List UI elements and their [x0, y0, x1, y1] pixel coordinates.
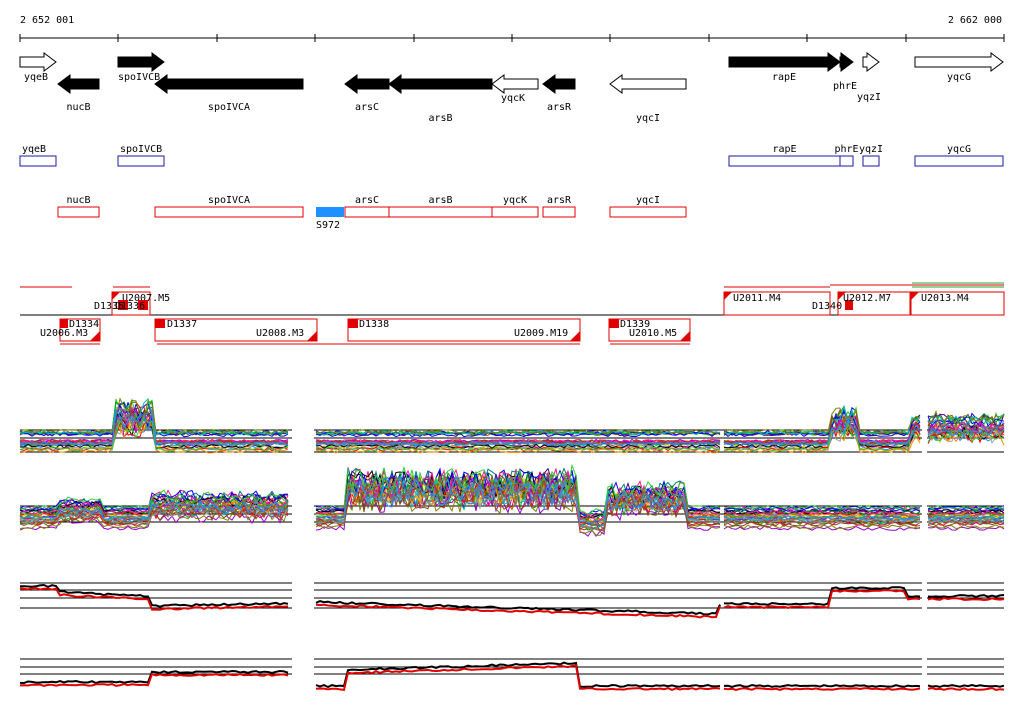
feature-d1340[interactable]: D1340 — [812, 300, 853, 312]
ruler-ticks — [19, 34, 1005, 42]
red-annotation-yqck[interactable]: yqcK — [491, 195, 539, 218]
svg-text:yqcK: yqcK — [501, 93, 525, 104]
gene-rape[interactable]: rapE — [728, 52, 841, 83]
blue-annotation-yqzi[interactable]: yqzI — [859, 144, 883, 167]
blue-annotation-phre[interactable]: phrE — [834, 144, 859, 167]
svg-text:yqcG: yqcG — [947, 72, 971, 83]
svg-text:U2013.M4: U2013.M4 — [921, 293, 969, 304]
blue-annotation-yqcg[interactable]: yqcG — [914, 144, 1004, 167]
red-annotation-spoivca[interactable]: spoIVCA — [154, 195, 304, 218]
gene-arsr[interactable]: arsR — [542, 74, 576, 113]
svg-text:arsC: arsC — [355, 102, 379, 113]
svg-text:yqeB: yqeB — [24, 72, 48, 83]
coord-end-label: 2 662 000 — [948, 15, 1002, 26]
svg-text:arsB: arsB — [428, 113, 452, 124]
red-annotation-arsc[interactable]: arsC — [344, 195, 390, 218]
segment-s972[interactable]: S972 — [316, 207, 344, 231]
feature-u2013[interactable]: U2013.M4 — [910, 291, 1005, 316]
svg-text:spoIVCB: spoIVCB — [118, 72, 160, 83]
svg-text:U2008.M3: U2008.M3 — [256, 328, 304, 339]
svg-text:rapE: rapE — [772, 144, 796, 155]
genes-track: yqeB nucB spoIVCB spoIVCA arsC arsB yqcK arsR yq… — [19, 52, 1004, 124]
feature-u2006-label[interactable]: U2006.M3 — [40, 328, 88, 339]
svg-text:phrE: phrE — [834, 144, 858, 155]
feature-d1334[interactable]: D1334 — [59, 318, 101, 342]
svg-text:spoIVCB: spoIVCB — [120, 144, 162, 155]
svg-text:phrE: phrE — [833, 81, 857, 92]
svg-text:arsC: arsC — [355, 195, 379, 206]
gene-spoivca[interactable]: spoIVCA — [154, 74, 304, 113]
feature-d1335[interactable]: D1335 — [94, 300, 128, 312]
gene-nucb[interactable]: nucB — [57, 74, 100, 113]
svg-text:arsB: arsB — [428, 195, 452, 206]
features-track: U2007.M5 D1335 D1336 U2011.M4 D1340 U201… — [20, 282, 1005, 345]
svg-text:yqeB: yqeB — [22, 144, 46, 155]
red-annotation-yqci[interactable]: yqcI — [609, 195, 687, 218]
svg-text:yqzI: yqzI — [859, 144, 883, 155]
svg-text:U2012.M7: U2012.M7 — [843, 293, 891, 304]
svg-text:arsR: arsR — [547, 102, 572, 113]
feature-d1336[interactable]: D1336 — [115, 300, 148, 312]
blue-annotation-yqeb[interactable]: yqeB — [19, 144, 57, 167]
feature-u2011[interactable]: U2011.M4 — [723, 291, 831, 316]
svg-text:rapE: rapE — [772, 72, 796, 83]
gene-yqck[interactable]: yqcK — [491, 74, 539, 104]
blue-annotation-spoivcb[interactable]: spoIVCB — [117, 144, 165, 167]
feature-d1337[interactable]: D1337 U2008.M3 — [154, 318, 318, 342]
coord-start-label: 2 652 001 — [20, 15, 74, 26]
feature-d1339[interactable]: D1339 U2010.M5 — [608, 318, 691, 342]
feature-d1338[interactable]: D1338 U2009.M19 — [347, 318, 581, 342]
svg-text:U2007.M5: U2007.M5 — [122, 293, 170, 304]
coordinate-ruler: 2 652 001 2 662 000 — [19, 15, 1005, 42]
gene-yqeb[interactable]: yqeB — [19, 52, 57, 83]
red-annotation-nucb[interactable]: nucB — [57, 195, 100, 218]
svg-text:nucB: nucB — [66, 195, 90, 206]
svg-text:D1337: D1337 — [167, 319, 197, 330]
gene-spoivcb[interactable]: spoIVCB — [117, 52, 165, 83]
blue-annotation-rape[interactable]: rapE — [728, 144, 841, 167]
svg-text:nucB: nucB — [66, 102, 90, 113]
svg-text:D1338: D1338 — [359, 319, 389, 330]
gene-arsc[interactable]: arsC — [344, 74, 390, 113]
gene-yqci[interactable]: yqcI — [609, 74, 687, 124]
svg-text:D1334: D1334 — [69, 319, 99, 330]
svg-text:yqcI: yqcI — [636, 195, 660, 206]
gene-arsb[interactable]: arsB — [388, 74, 493, 124]
segment-label: S972 — [316, 220, 340, 231]
feature-u2007[interactable]: U2007.M5 — [111, 291, 170, 316]
svg-text:spoIVCA: spoIVCA — [208, 195, 250, 206]
gene-phre[interactable]: phrE — [833, 52, 857, 92]
svg-text:D1340: D1340 — [812, 301, 842, 312]
gene-yqzi[interactable]: yqzI — [857, 52, 881, 103]
svg-text:U2011.M4: U2011.M4 — [733, 293, 781, 304]
red-annotation-arsb[interactable]: arsB — [388, 195, 493, 218]
red-annotation-arsr[interactable]: arsR — [542, 195, 576, 218]
svg-text:U2010.M5: U2010.M5 — [629, 328, 677, 339]
svg-text:arsR: arsR — [547, 195, 572, 206]
feature-u2012[interactable]: U2012.M7 — [837, 291, 911, 316]
expression-track-1 — [19, 382, 1005, 472]
svg-text:D1336: D1336 — [115, 301, 145, 312]
svg-text:D1335: D1335 — [94, 301, 124, 312]
svg-text:D1339: D1339 — [620, 319, 650, 330]
blue-annotation-track: yqeB spoIVCB rapE phrE yqzI yqcG — [19, 144, 1004, 167]
svg-text:U2009.M19: U2009.M19 — [514, 328, 568, 339]
expression-track-2 — [19, 458, 1005, 548]
expression-track-3 — [19, 558, 1005, 619]
gene-yqcg[interactable]: yqcG — [914, 52, 1004, 83]
svg-text:spoIVCA: spoIVCA — [208, 102, 250, 113]
svg-text:yqcI: yqcI — [636, 113, 660, 124]
red-annotation-track: nucB spoIVCA arsC arsB yqcK arsR yqcI — [57, 195, 687, 218]
svg-text:yqcK: yqcK — [503, 195, 527, 206]
expression-track-4 — [19, 642, 1005, 702]
svg-text:yqcG: yqcG — [947, 144, 971, 155]
svg-text:yqzI: yqzI — [857, 92, 881, 103]
